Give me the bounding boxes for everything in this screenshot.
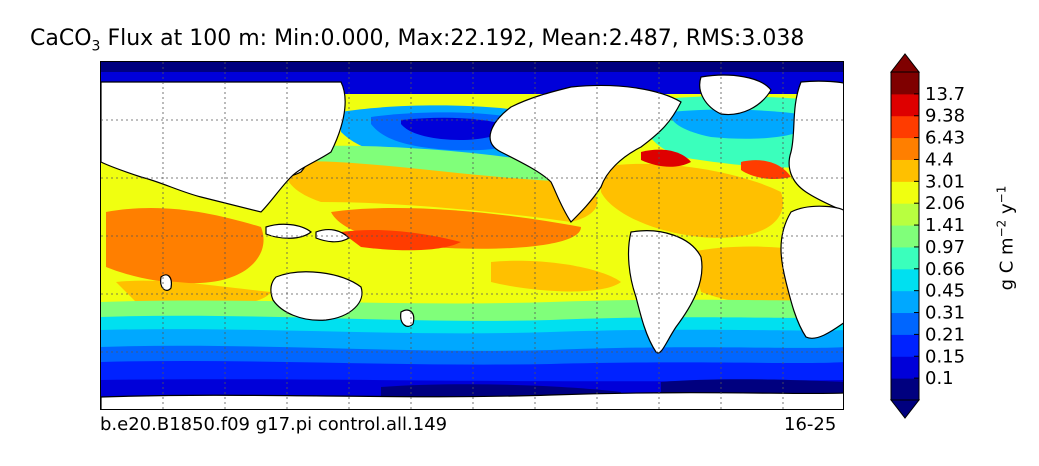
land-new-zealand — [400, 309, 415, 327]
colorbar-border — [890, 71, 920, 401]
land-australia — [270, 271, 363, 321]
colorbar-ticks: 0.10.150.210.310.450.660.971.412.063.014… — [914, 84, 965, 389]
colorbar-swatch — [891, 115, 919, 139]
north-pacific-orange — [284, 161, 598, 222]
north-atlantic-peak — [741, 160, 791, 180]
west-pacific-peak — [341, 230, 461, 251]
colorbar-tick-label: 4.4 — [925, 149, 954, 170]
colorbar-swatch — [891, 334, 919, 357]
colorbar: 0.10.150.210.310.450.660.971.412.063.014… — [889, 53, 965, 419]
colorbar-swatch — [891, 312, 919, 335]
land-borneo — [265, 223, 312, 239]
units-part-c: y — [996, 203, 1018, 220]
colorbar-tick-label: 0.1 — [925, 368, 954, 389]
colorbar-max-extend — [889, 53, 921, 73]
colorbar-tick-label: 0.97 — [925, 237, 965, 258]
land-madagascar — [160, 274, 172, 291]
colorbar-swatch — [891, 93, 919, 117]
colorbar-swatch — [891, 72, 919, 95]
arctic-deep — [101, 62, 843, 72]
run-id-label: b.e20.B1850.f09 g17.pi control.all.149 — [100, 414, 448, 435]
title-text: Flux at 100 m: Min:0.000, Max:22.192, Me… — [100, 26, 805, 51]
indian-ocean-high — [106, 207, 264, 284]
map-gridlines — [101, 62, 843, 409]
colorbar-swatch — [891, 268, 919, 292]
colorbar-swatch — [891, 181, 919, 204]
colorbar-swatch — [891, 203, 919, 226]
units-part-a: g C m — [996, 237, 1018, 291]
colorbar-tick-label: 0.15 — [925, 346, 965, 367]
colorbar-swatch — [891, 225, 919, 248]
land-europe — [788, 80, 843, 212]
colorbar-units-label: g C m−2 y−1 — [995, 186, 1018, 291]
colorbar-tick-label: 13.7 — [925, 84, 965, 105]
north-atlantic-blue — [671, 109, 821, 139]
title-prefix: CaCO — [30, 26, 92, 51]
colorbar-swatch — [891, 290, 919, 314]
units-exp-b: −2 — [994, 219, 1009, 238]
colorbar-swatch — [891, 159, 919, 182]
colorbar-tick-label: 1.41 — [925, 215, 965, 236]
colorbar-tick-label: 0.66 — [925, 259, 965, 280]
colorbar-tick-label: 9.38 — [925, 106, 965, 127]
units-exp-d: −1 — [994, 185, 1009, 204]
colorbar-swatch — [891, 356, 919, 379]
years-label: 16-25 — [784, 414, 837, 435]
colorbar-swatch — [891, 137, 919, 160]
colorbar-tick-label: 6.43 — [925, 128, 965, 149]
colorbar-tick-label: 0.31 — [925, 303, 965, 324]
colorbar-swatch — [891, 378, 919, 401]
land-south-america — [627, 230, 703, 354]
colorbar-tick-label: 0.21 — [925, 324, 965, 345]
colorbar-swatch — [891, 246, 919, 270]
flux-map — [101, 62, 843, 409]
colorbar-tick-label: 0.45 — [925, 281, 965, 302]
gulf-stream-peak — [641, 149, 691, 167]
land-greenland — [699, 74, 772, 116]
south-pacific-orange — [491, 260, 621, 292]
land-antarctica — [101, 392, 843, 409]
colorbar-tick-label: 2.06 — [925, 193, 965, 214]
title-subscript: 3 — [91, 38, 101, 55]
colorbar-tick-label: 3.01 — [925, 171, 965, 192]
north-atlantic-orange — [601, 163, 783, 238]
land-africa-east — [780, 205, 843, 339]
land-masses — [101, 74, 843, 409]
colorbar-min-extend — [889, 399, 921, 419]
colorbar-swatches — [889, 53, 921, 419]
land-asia — [101, 81, 346, 213]
map-title: CaCO3 Flux at 100 m: Min:0.000, Max:22.1… — [30, 26, 930, 54]
map-panel — [100, 61, 844, 410]
north-pacific-min — [401, 117, 511, 140]
